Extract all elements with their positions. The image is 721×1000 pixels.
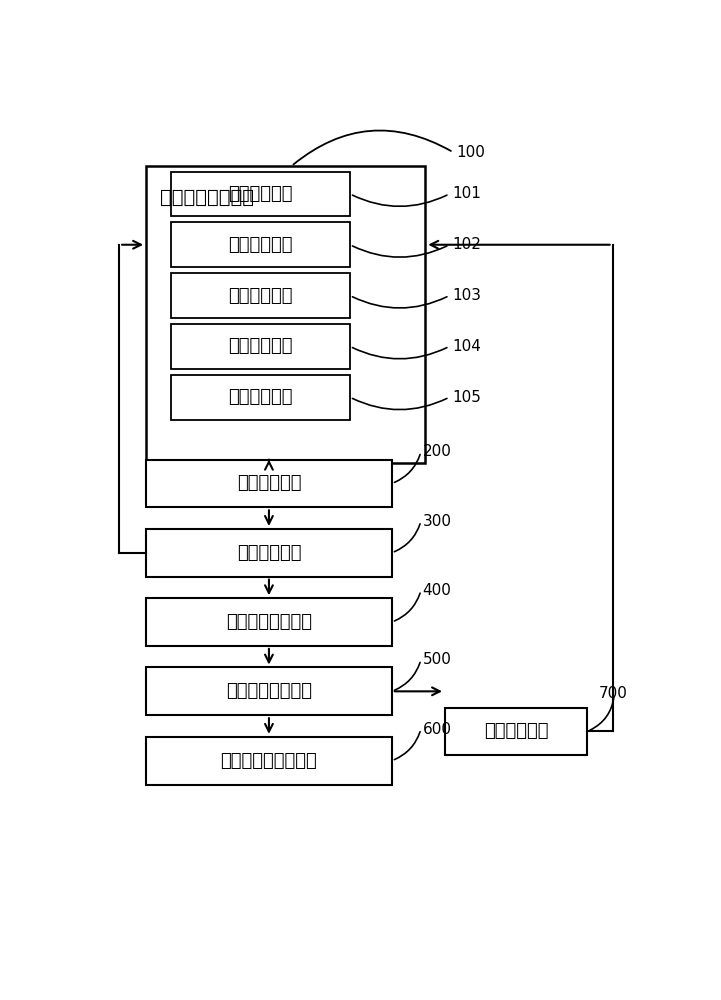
Bar — [171, 375, 350, 420]
Text: 600: 600 — [423, 722, 451, 737]
Text: 102: 102 — [452, 237, 481, 252]
Text: 异常次数记录模块: 异常次数记录模块 — [226, 613, 312, 631]
Text: 700: 700 — [598, 686, 627, 701]
Text: 开度检测单元: 开度检测单元 — [229, 287, 293, 305]
Bar — [171, 222, 350, 267]
Text: 温度检测单元: 温度检测单元 — [229, 185, 293, 203]
Text: 电压检测单元: 电压检测单元 — [229, 337, 293, 355]
Bar — [146, 529, 392, 577]
Bar — [171, 324, 350, 369]
Bar — [146, 667, 392, 715]
Text: 100: 100 — [456, 145, 485, 160]
Text: 电流检测单元: 电流检测单元 — [229, 388, 293, 406]
Bar — [146, 598, 392, 646]
Bar — [146, 737, 392, 785]
Text: 数据获取模块: 数据获取模块 — [236, 474, 301, 492]
Text: 运行参数获取模块: 运行参数获取模块 — [160, 188, 254, 207]
Text: 停机控制与提示模块: 停机控制与提示模块 — [221, 752, 317, 770]
Bar — [171, 172, 350, 216]
Bar — [445, 708, 588, 755]
Text: 频率检测单元: 频率检测单元 — [229, 236, 293, 254]
Bar — [146, 166, 425, 463]
Text: 500: 500 — [423, 652, 451, 667]
Text: 200: 200 — [423, 444, 451, 459]
Text: 异常次数判断模块: 异常次数判断模块 — [226, 682, 312, 700]
Text: 300: 300 — [423, 514, 451, 529]
Text: 101: 101 — [452, 186, 481, 201]
Bar — [146, 460, 392, 507]
Text: 105: 105 — [452, 390, 481, 405]
Text: 400: 400 — [423, 583, 451, 598]
Text: 104: 104 — [452, 339, 481, 354]
Text: 功率判断模块: 功率判断模块 — [236, 544, 301, 562]
Bar — [171, 273, 350, 318]
Text: 103: 103 — [452, 288, 481, 303]
Text: 重启控制模块: 重启控制模块 — [484, 722, 549, 740]
